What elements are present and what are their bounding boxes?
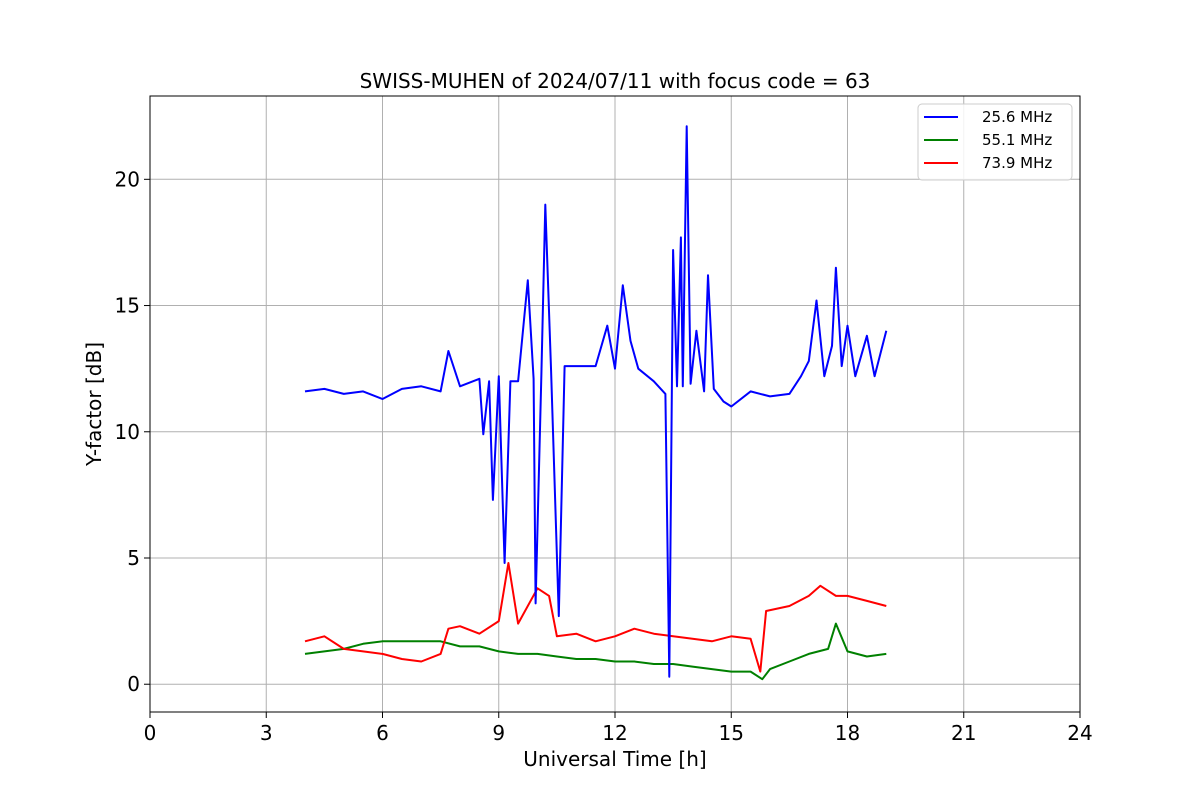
y-tick-label: 10 — [115, 420, 140, 444]
legend-box — [917, 103, 1073, 181]
x-axis: 0 3 6 9 12 15 18 21 24 — [144, 712, 1093, 745]
legend-label-55-1: 55.1 MHz — [982, 131, 1052, 149]
x-axis-label: Universal Time [h] — [523, 747, 706, 771]
legend: 25.6 MHz 55.1 MHz 73.9 MHz — [917, 103, 1073, 181]
y-tick-label: 15 — [115, 294, 140, 318]
x-tick-label: 12 — [602, 721, 627, 745]
legend-label-73-9: 73.9 MHz — [982, 154, 1052, 172]
y-tick-label: 0 — [127, 672, 140, 696]
y-axis: 0 5 10 15 20 — [115, 167, 150, 696]
x-tick-label: 3 — [260, 721, 273, 745]
x-tick-label: 18 — [835, 721, 860, 745]
legend-label-25-6: 25.6 MHz — [982, 108, 1052, 126]
x-tick-label: 24 — [1067, 721, 1092, 745]
y-tick-label: 20 — [115, 167, 140, 191]
x-tick-label: 6 — [376, 721, 389, 745]
x-tick-label: 15 — [719, 721, 744, 745]
y-axis-label: Y-factor [dB] — [82, 342, 106, 467]
x-tick-label: 21 — [951, 721, 976, 745]
x-tick-label: 0 — [144, 721, 157, 745]
y-tick-label: 5 — [127, 546, 140, 570]
x-tick-label: 9 — [492, 721, 505, 745]
series-line-1 — [304, 622, 887, 681]
series-layer — [304, 125, 888, 681]
chart-title: SWISS-MUHEN of 2024/07/11 with focus cod… — [360, 69, 871, 93]
series-line-0 — [304, 125, 888, 678]
series-line-2 — [304, 562, 887, 673]
